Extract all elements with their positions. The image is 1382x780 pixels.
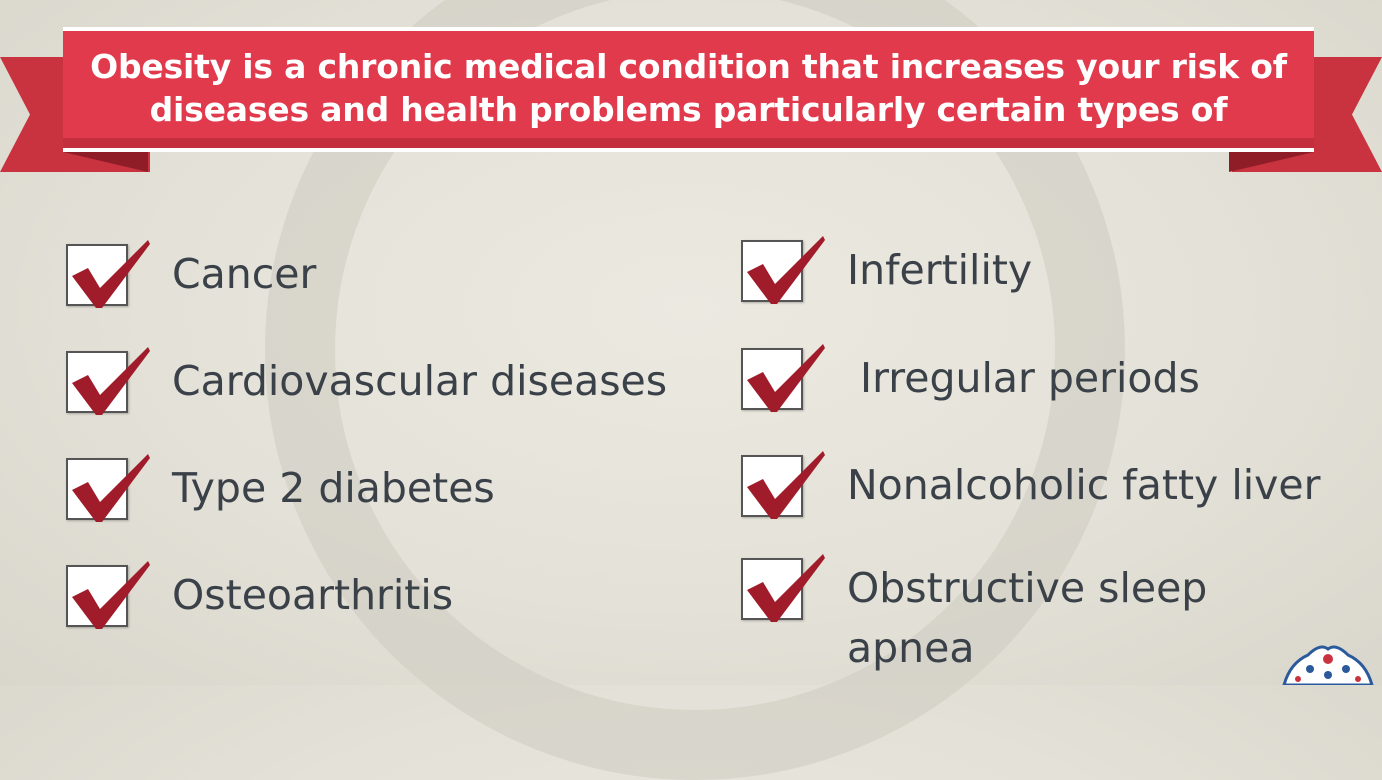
check-icon <box>72 454 150 522</box>
list-item: Cancer <box>66 240 317 308</box>
list-item: Irregular periods <box>741 344 1200 412</box>
list-item: Obstructive sleep apnea <box>741 554 1207 678</box>
checkbox <box>741 451 825 519</box>
title-banner: Obesity is a chronic medical condition t… <box>63 27 1314 152</box>
list-item-label: Cardiovascular diseases <box>172 357 668 405</box>
list-item-text: Obstructive sleep apnea <box>847 558 1207 678</box>
checkbox <box>741 554 825 622</box>
checkbox <box>66 240 150 308</box>
list-item: Type 2 diabetes <box>66 454 495 522</box>
list-item-label: Cancer <box>172 250 317 298</box>
ornamental-logo-icon <box>1282 645 1374 685</box>
checkbox <box>741 344 825 412</box>
banner-line-2: diseases and health problems particularl… <box>149 90 1228 129</box>
list-item-label: Obstructive sleep <box>847 564 1208 612</box>
list-item-label: Osteoarthritis <box>172 571 454 619</box>
check-icon <box>747 554 825 622</box>
list-item-label-continued: apnea <box>847 624 975 672</box>
check-icon <box>747 451 825 519</box>
checkbox <box>66 561 150 629</box>
check-icon <box>747 236 825 304</box>
list-item-label: Type 2 diabetes <box>172 464 495 512</box>
check-icon <box>72 240 150 308</box>
checkbox <box>66 454 150 522</box>
list-item: Infertility <box>741 236 1033 304</box>
list-item: Cardiovascular diseases <box>66 347 668 415</box>
list-item: Nonalcoholic fatty liver <box>741 451 1321 519</box>
checkbox <box>66 347 150 415</box>
list-item-label: Irregular periods <box>847 354 1200 402</box>
check-icon <box>747 344 825 412</box>
banner-line-1: Obesity is a chronic medical condition t… <box>90 47 1287 86</box>
list-item: Osteoarthritis <box>66 561 454 629</box>
list-item-label: Nonalcoholic fatty liver <box>847 461 1321 509</box>
banner-text: Obesity is a chronic medical condition t… <box>63 45 1314 131</box>
check-icon <box>72 561 150 629</box>
check-icon <box>72 347 150 415</box>
list-item-label: Infertility <box>847 246 1033 294</box>
checkbox <box>741 236 825 304</box>
